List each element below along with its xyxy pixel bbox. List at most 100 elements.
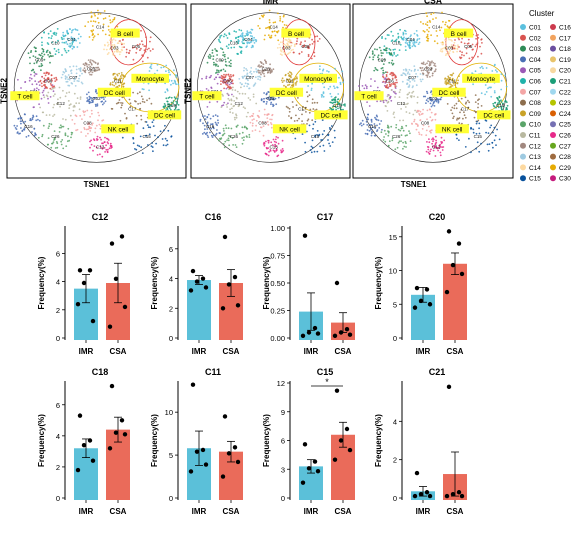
tsne-cell-dot [81, 72, 83, 75]
tsne-cell-dot [268, 150, 270, 153]
tsne-cell-dot [451, 79, 454, 81]
tsne-cell-dot [461, 37, 463, 40]
tsne-cell-dot [114, 39, 117, 42]
tsne-cell-dot [241, 137, 244, 139]
tsne-cell-dot [216, 115, 219, 118]
tsne-cell-dot [243, 75, 246, 78]
tsne-cell-dot [206, 134, 209, 137]
tsne-cell-dot [505, 85, 508, 88]
tsne-cell-dot [268, 19, 271, 21]
tsne-cell-dot [271, 144, 274, 146]
tsne-cell-dot [339, 107, 341, 109]
tsne-cell-dot [263, 92, 265, 94]
tsne-cluster-label: C15 [311, 134, 320, 139]
tsne-cell-dot [51, 79, 53, 82]
tsne-cell-dot [250, 40, 253, 43]
tsne-cell-dot [290, 80, 293, 82]
tsne-cell-dot [74, 28, 77, 31]
tsne-cell-dot [443, 139, 446, 142]
x-tick-label: IMR [79, 347, 94, 356]
tsne-cell-dot [246, 42, 249, 45]
tsne-cell-dot [505, 107, 508, 109]
tsne-cell-dot [165, 70, 167, 73]
tsne-cell-dot [411, 92, 413, 94]
tsne-cell-dot [470, 151, 472, 154]
tsne-cell-dot [393, 73, 396, 76]
tsne-cell-dot [333, 87, 336, 89]
tsne-cell-dot [77, 37, 80, 40]
tsne-cell-dot [202, 115, 204, 118]
tsne-cell-dot [169, 73, 172, 76]
tsne-cell-dot [249, 71, 251, 74]
tsne-cell-dot [170, 135, 173, 138]
tsne-cell-dot [380, 49, 382, 52]
tsne-cell-dot [86, 97, 89, 99]
tsne-cell-dot [268, 27, 271, 30]
tsne-cell-dot [229, 87, 232, 90]
tsne-cell-dot [275, 149, 278, 152]
tsne-cell-dot [445, 42, 447, 44]
tsne-cell-dot [294, 137, 297, 140]
tsne-cell-dot [64, 118, 67, 121]
tsne-cell-dot [377, 58, 380, 61]
tsne-cell-dot [251, 37, 254, 40]
tsne-cell-dot [459, 56, 461, 59]
tsne-cell-dot [453, 115, 455, 118]
tsne-cell-dot [407, 102, 409, 105]
tsne-cell-dot [438, 147, 441, 150]
legend-label: C25 [559, 122, 571, 129]
tsne-cell-dot [402, 129, 405, 132]
data-point [200, 276, 206, 281]
legend-swatch [550, 45, 556, 52]
tsne-cell-dot [205, 77, 208, 80]
tsne-cell-dot [311, 146, 314, 149]
tsne-cell-dot [494, 63, 496, 66]
tsne-panel-title: CSA [424, 0, 442, 6]
tsne-cell-dot [247, 33, 249, 36]
tsne-cluster-label: C02 [429, 96, 438, 101]
tsne-cell-dot [51, 142, 53, 145]
tsne-cell-dot [427, 37, 430, 40]
tsne-cell-dot [208, 57, 210, 59]
tsne-cell-dot [97, 13, 100, 15]
tsne-cell-dot [53, 103, 55, 106]
tsne-cell-dot [125, 51, 128, 54]
tsne-cell-dot [69, 46, 72, 48]
tsne-cell-dot [307, 47, 309, 49]
tsne-cluster-label: C08 [83, 120, 92, 125]
tsne-cell-dot [238, 132, 241, 135]
tsne-cell-dot [93, 97, 96, 99]
tsne-cell-dot [87, 128, 90, 131]
tsne-cell-dot [387, 131, 390, 134]
tsne-cell-dot [372, 56, 375, 58]
tsne-cluster-label: C03 [445, 46, 454, 51]
tsne-cell-dot [225, 34, 228, 37]
tsne-cell-dot [71, 47, 74, 50]
tsne-cell-dot [452, 117, 454, 120]
data-point [220, 306, 226, 311]
tsne-cell-dot [233, 30, 236, 33]
tsne-cell-dot [91, 25, 94, 27]
tsne-cell-dot [116, 73, 118, 76]
tsne-cell-dot [220, 77, 223, 79]
tsne-cell-dot [41, 55, 44, 58]
tsne-cell-dot [225, 127, 228, 129]
tsne-cell-dot [451, 84, 454, 87]
legend-swatch [550, 153, 556, 160]
tsne-cell-dot [410, 34, 412, 36]
tsne-cell-dot [249, 35, 252, 37]
tsne-cell-dot [102, 29, 104, 32]
y-tick-label: 4 [56, 278, 60, 287]
tsne-cell-dot [260, 73, 262, 76]
celltype-label: B cell [117, 31, 133, 38]
y-tick-label: 0 [169, 334, 173, 343]
tsne-cluster-label: C06 [386, 79, 395, 84]
data-point [300, 480, 306, 485]
tsne-cell-dot [312, 127, 314, 130]
tsne-cell-dot [237, 36, 240, 39]
tsne-cell-dot [48, 55, 51, 58]
data-point [119, 234, 125, 239]
tsne-cell-dot [75, 68, 78, 71]
tsne-cell-dot [492, 146, 494, 149]
y-axis-label: Frequency(%) [374, 414, 383, 467]
